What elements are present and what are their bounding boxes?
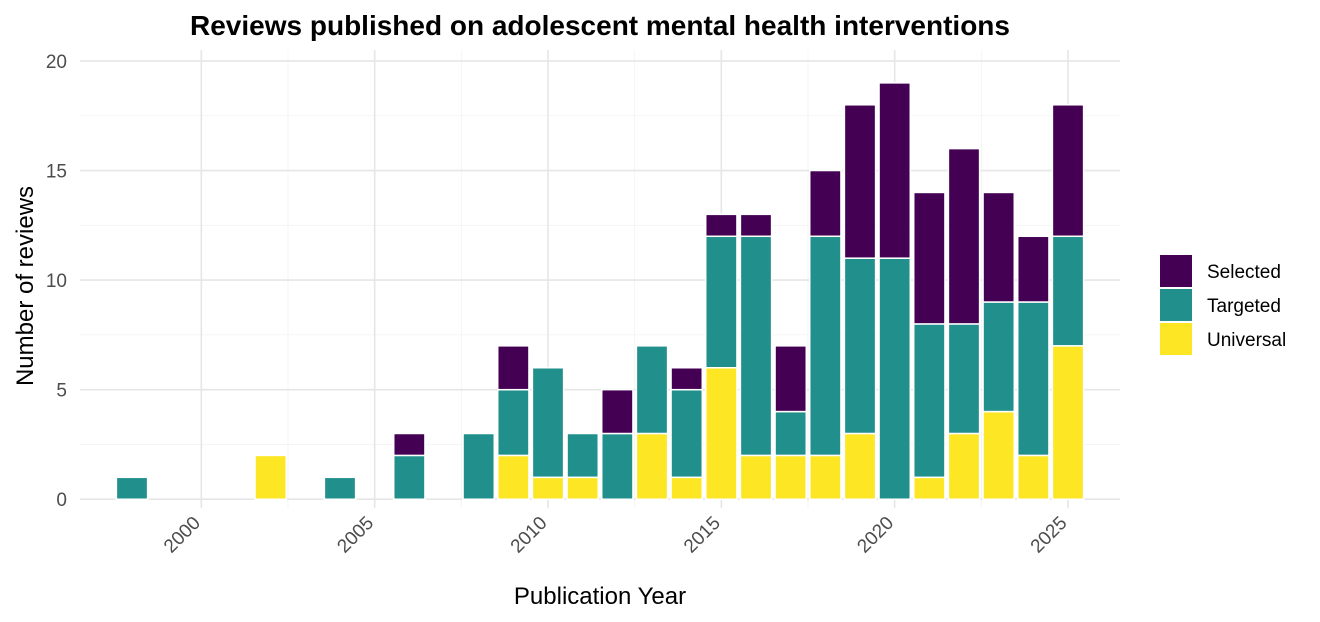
bar-universal-2022: [947, 432, 981, 500]
bar-universal-2024: [1016, 454, 1050, 500]
bar-targeted-2018: [808, 235, 842, 457]
x-tick-label: 2005: [333, 513, 378, 558]
bar-targeted-2015: [704, 235, 738, 369]
x-tick-label: 2015: [680, 513, 725, 558]
x-tick-label: 2025: [1027, 513, 1072, 558]
bar-universal-2023: [982, 410, 1016, 500]
bars: [115, 82, 1085, 500]
bar-selected-2015: [704, 213, 738, 238]
x-axis-title: Publication Year: [514, 583, 686, 610]
bar-targeted-1998: [115, 476, 149, 500]
legend-swatch-targeted: [1160, 289, 1192, 321]
x-tick-label: 2010: [507, 513, 552, 558]
bar-targeted-2004: [323, 476, 357, 500]
legend-label-targeted: Targeted: [1207, 296, 1281, 317]
x-tick-label: 2000: [160, 513, 205, 558]
bar-universal-2014: [670, 476, 704, 500]
bar-targeted-2016: [739, 235, 773, 457]
y-axis-title: Number of reviews: [12, 186, 39, 386]
y-tick-label: 5: [56, 381, 67, 402]
y-tick-label: 20: [46, 52, 67, 73]
chart-title: Reviews published on adolescent mental h…: [190, 10, 1010, 41]
bar-selected-2022: [947, 147, 981, 325]
legend-swatch-universal: [1160, 323, 1192, 355]
legend-label-selected: Selected: [1207, 262, 1281, 283]
bar-universal-2009: [496, 454, 530, 500]
bar-selected-2006: [392, 432, 426, 457]
bar-targeted-2013: [635, 345, 669, 435]
bar-universal-2015: [704, 367, 738, 500]
bar-targeted-2008: [462, 432, 496, 500]
bar-selected-2021: [912, 191, 946, 325]
bar-universal-2010: [531, 476, 565, 500]
bar-targeted-2020: [878, 257, 912, 500]
bar-targeted-2024: [1016, 301, 1050, 457]
bar-targeted-2011: [566, 432, 600, 479]
bar-universal-2016: [739, 454, 773, 500]
x-axis-ticks: 2000 2005 2010 2015 2020 2025: [160, 513, 1071, 558]
y-axis-ticks: 0 5 10 15 20: [46, 52, 67, 511]
bar-targeted-2010: [531, 367, 565, 479]
bar-selected-2023: [982, 191, 1016, 303]
bar-targeted-2009: [496, 388, 530, 457]
legend-swatch-selected: [1160, 255, 1192, 287]
bar-selected-2018: [808, 169, 842, 238]
x-tick-label: 2020: [853, 513, 898, 558]
bar-selected-2017: [774, 345, 808, 413]
bar-selected-2014: [670, 367, 704, 391]
legend-label-universal: Universal: [1207, 330, 1286, 351]
y-tick-label: 0: [56, 490, 67, 511]
bar-targeted-2021: [912, 323, 946, 479]
legend: Selected Targeted Universal: [1160, 255, 1286, 355]
bar-targeted-2017: [774, 410, 808, 457]
bar-selected-2012: [600, 388, 634, 435]
bar-selected-2009: [496, 345, 530, 391]
bar-universal-2017: [774, 454, 808, 500]
bar-universal-2021: [912, 476, 946, 500]
bar-selected-2020: [878, 82, 912, 259]
bar-targeted-2025: [1051, 235, 1085, 347]
bar-universal-2025: [1051, 345, 1085, 500]
bar-selected-2024: [1016, 235, 1050, 303]
bar-targeted-2014: [670, 388, 704, 479]
bar-targeted-2022: [947, 323, 981, 435]
y-tick-label: 15: [46, 162, 67, 183]
bar-universal-2013: [635, 432, 669, 500]
bar-targeted-2023: [982, 301, 1016, 413]
bar-selected-2019: [843, 104, 877, 259]
bar-targeted-2006: [392, 454, 426, 500]
bar-universal-2011: [566, 476, 600, 500]
bar-selected-2016: [739, 213, 773, 238]
bar-universal-2018: [808, 454, 842, 500]
bar-targeted-2019: [843, 257, 877, 435]
y-tick-label: 10: [46, 271, 67, 292]
bar-universal-2019: [843, 432, 877, 500]
bar-universal-2002: [254, 454, 288, 500]
bar-selected-2025: [1051, 104, 1085, 238]
bar-targeted-2012: [600, 432, 634, 500]
